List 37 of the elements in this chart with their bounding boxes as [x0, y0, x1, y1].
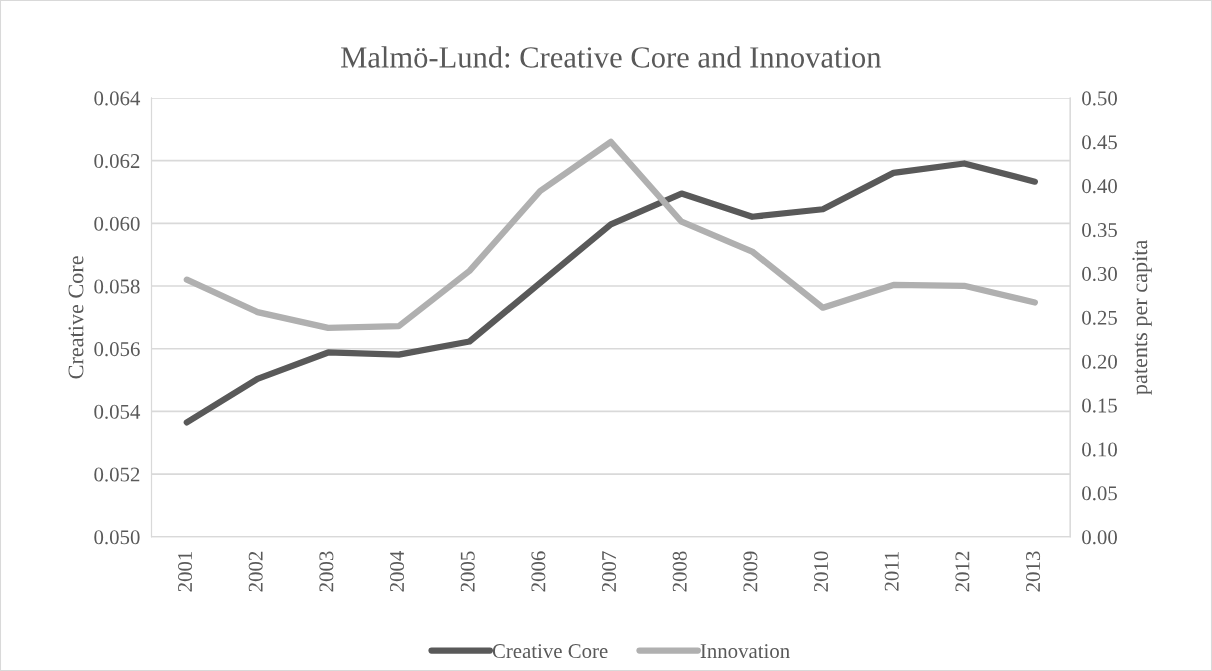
x-tick-label: 2008 [672, 551, 687, 592]
y-tick-label: 0.052 [94, 467, 140, 482]
y2-tick-label: 0.50 [1082, 91, 1117, 106]
x-tick-label: 2011 [884, 551, 899, 591]
y-tick-label: 0.064 [94, 91, 141, 106]
y-tick-label: 0.050 [94, 530, 140, 545]
y2-tick-label: 0.00 [1082, 530, 1117, 545]
x-tick-label: 2001 [177, 551, 193, 592]
y2-tick-label: 0.30 [1082, 266, 1117, 282]
y-tick-label: 0.058 [94, 279, 140, 294]
y2-tick-label: 0.10 [1082, 442, 1117, 457]
y2-axis-title: patents per capita [1132, 239, 1152, 395]
x-tick-label: 2002 [248, 551, 263, 592]
y-tick-label: 0.054 [94, 404, 141, 419]
y-tick-label: 0.056 [94, 342, 140, 357]
y2-tick-label: 0.15 [1082, 398, 1117, 413]
x-tick-label: 2012 [955, 551, 970, 592]
y2-tick-label: 0.40 [1082, 179, 1117, 194]
legend-label: Innovation [700, 644, 790, 659]
y2-tick-label: 0.05 [1082, 486, 1117, 501]
x-tick-label: 2009 [743, 551, 758, 592]
y2-tick-label: 0.20 [1082, 354, 1117, 369]
x-tick-label: 2003 [319, 551, 334, 592]
y2-tick-label: 0.35 [1082, 222, 1117, 238]
x-tick-label: 2007 [602, 551, 617, 592]
chart-title: Malmö-Lund: Creative Core and Innovation [341, 46, 882, 68]
x-tick-label: 2013 [1026, 551, 1041, 592]
legend-label: Creative Core [492, 644, 608, 659]
y2-tick-label: 0.45 [1082, 135, 1117, 150]
y-tick-label: 0.062 [94, 154, 140, 169]
y2-tick-label: 0.25 [1082, 310, 1117, 325]
y-tick-label: 0.060 [94, 216, 140, 231]
x-tick-label: 2004 [390, 551, 405, 592]
x-tick-label: 2010 [814, 551, 829, 592]
y-axis-title: Creative Core [68, 256, 84, 379]
x-tick-label: 2005 [460, 551, 475, 592]
x-tick-label: 2006 [531, 551, 546, 592]
